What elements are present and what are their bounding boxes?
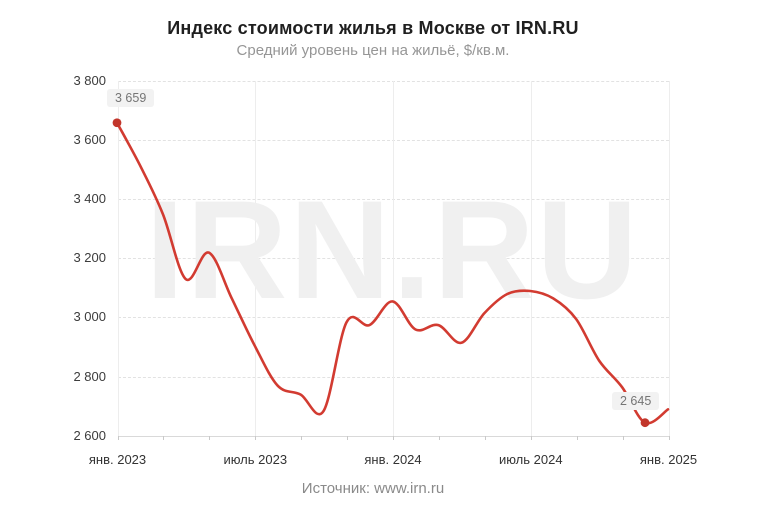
chart-subtitle: Средний уровень цен на жильё, $/кв.м.: [236, 42, 510, 59]
x-axis-label: янв. 2025: [639, 452, 698, 467]
plot-area: IRN.RU 3 659 2 645: [107, 81, 670, 436]
x-axis-tick: [484, 435, 486, 440]
y-axis-label: 3 600: [73, 131, 106, 147]
min-value-label: 2 645: [612, 392, 660, 410]
chart-title: Индекс стоимости жилья в Москве от IRN.R…: [167, 18, 579, 38]
highlight-dot: [112, 118, 122, 128]
start-value-label: 3 659: [107, 89, 155, 107]
x-axis-tick: [622, 435, 624, 440]
x-axis-tick: [668, 435, 670, 440]
x-axis-tick: [163, 435, 165, 440]
y-axis-label: 3 200: [73, 250, 106, 266]
x-axis-tick: [255, 435, 257, 440]
v-gridline: [393, 80, 394, 436]
v-gridline: [117, 80, 119, 436]
v-gridline: [530, 80, 532, 436]
x-axis-tick: [530, 435, 532, 440]
x-axis-label: июль 2024: [498, 452, 563, 467]
y-axis-label: 3 400: [73, 191, 106, 207]
y-axis-label: 2 600: [73, 427, 106, 443]
y-axis-label: 3 000: [73, 309, 106, 325]
x-axis-tick: [576, 435, 578, 440]
x-axis-tick: [393, 435, 394, 440]
highlight-dot: [640, 418, 650, 428]
v-gridline: [255, 80, 257, 436]
v-gridline: [668, 80, 670, 436]
x-axis-tick: [347, 435, 349, 440]
price-line-chart: [112, 118, 670, 428]
x-axis-label: июль 2023: [223, 452, 288, 467]
x-axis-label: янв. 2024: [364, 452, 422, 467]
start-value-text: 3 659: [115, 91, 147, 105]
min-value-text: 2 645: [620, 394, 652, 408]
x-axis-tick: [117, 435, 119, 440]
source-caption: Источник: www.irn.ru: [301, 480, 445, 497]
y-axis-label: 2 800: [73, 368, 106, 384]
irn-watermark: IRN.RU: [145, 171, 640, 328]
x-axis-tick: [438, 435, 440, 440]
x-axis-tick: [209, 435, 211, 440]
y-axis-label: 3 800: [73, 72, 106, 88]
x-axis-label: янв. 2023: [88, 452, 147, 467]
price-line: [115, 121, 670, 425]
x-axis-tick: [301, 435, 303, 440]
